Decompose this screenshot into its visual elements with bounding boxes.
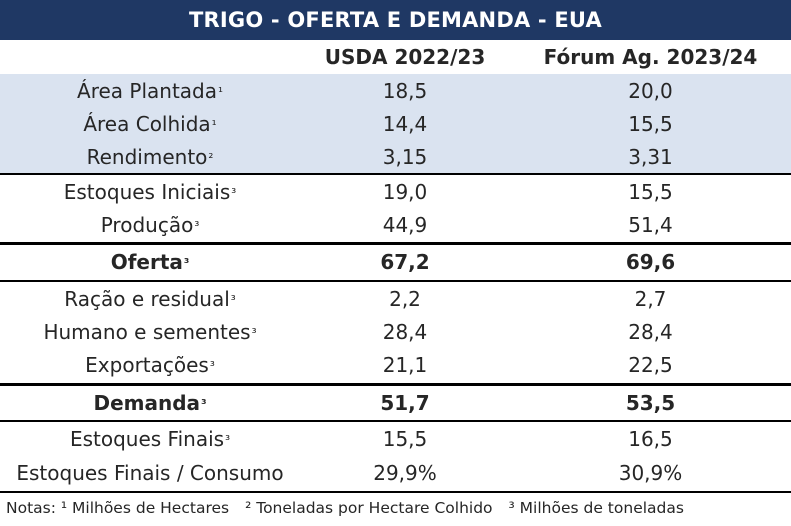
row-label: Produção ³ bbox=[100, 213, 200, 237]
footnote-mark: ³ bbox=[201, 395, 207, 411]
note-yield: ² Toneladas por Hectare Colhido bbox=[245, 499, 493, 517]
row-value-forum: 3,31 bbox=[628, 145, 673, 169]
row-value-forum: 16,5 bbox=[628, 427, 673, 451]
note-tonnes: ³ Milhões de toneladas bbox=[508, 499, 684, 517]
table-row: Área Plantada ¹ 18,5 20,0 bbox=[0, 74, 791, 108]
table-row: Estoques Iniciais ³ 19,0 15,5 bbox=[0, 175, 791, 209]
row-value-forum: 53,5 bbox=[625, 391, 676, 415]
row-label: Oferta ³ bbox=[110, 250, 190, 274]
divider-thick bbox=[0, 383, 791, 386]
footnote-mark: ³ bbox=[209, 357, 215, 373]
row-label: Estoques Finais / Consumo bbox=[16, 461, 284, 485]
footnote-mark: ¹ bbox=[218, 83, 223, 99]
area-shaded-block bbox=[0, 74, 791, 174]
divider bbox=[0, 420, 791, 422]
table-row: Estoques Finais ³ 15,5 16,5 bbox=[0, 422, 791, 456]
row-label: Demanda ³ bbox=[93, 391, 207, 415]
row-value-usda: 29,9% bbox=[373, 461, 437, 485]
table-title: TRIGO - OFERTA E DEMANDA - EUA bbox=[0, 0, 791, 40]
table-row: Estoques Finais / Consumo 29,9% 30,9% bbox=[0, 456, 791, 490]
header-row: USDA 2022/23 Fórum Ag. 2023/24 bbox=[0, 40, 791, 74]
footnote-mark: ³ bbox=[225, 431, 231, 447]
row-value-usda: 44,9 bbox=[382, 213, 428, 237]
row-label: Ração e residual ³ bbox=[64, 287, 236, 311]
table-row: Humano e sementes ³ 28,4 28,4 bbox=[0, 315, 791, 349]
row-value-usda: 21,1 bbox=[382, 353, 428, 377]
row-value-forum: 15,5 bbox=[628, 112, 673, 136]
row-value-forum: 2,7 bbox=[634, 287, 667, 311]
row-label: Estoques Iniciais ³ bbox=[63, 180, 237, 204]
row-value-forum: 51,4 bbox=[628, 213, 673, 237]
footnote-mark: ³ bbox=[231, 184, 237, 200]
table-row-total-supply: Oferta ³ 67,2 69,6 bbox=[0, 245, 791, 279]
row-value-forum: 69,6 bbox=[625, 250, 676, 274]
header-forum: Fórum Ag. 2023/24 bbox=[543, 45, 758, 69]
row-value-usda: 14,4 bbox=[382, 112, 428, 136]
note-hectares: Notas: ¹ Milhões de Hectares bbox=[6, 499, 230, 517]
header-label-empty bbox=[0, 40, 300, 74]
row-label: Área Colhida ¹ bbox=[83, 112, 217, 136]
row-value-usda: 28,4 bbox=[382, 320, 428, 344]
footnote-mark: ² bbox=[208, 149, 214, 165]
row-label: Rendimento ² bbox=[86, 145, 214, 169]
footnote-mark: ³ bbox=[194, 217, 200, 233]
row-value-forum: 15,5 bbox=[628, 180, 673, 204]
divider bbox=[0, 173, 791, 175]
row-value-forum: 20,0 bbox=[628, 79, 673, 103]
divider bbox=[0, 280, 791, 282]
row-label: Área Plantada ¹ bbox=[77, 79, 223, 103]
row-value-usda: 51,7 bbox=[380, 391, 430, 415]
footnote-mark: ¹ bbox=[211, 116, 217, 132]
divider bbox=[0, 491, 791, 493]
row-value-usda: 3,15 bbox=[382, 145, 428, 169]
footnote-mark: ³ bbox=[251, 324, 257, 340]
row-value-forum: 30,9% bbox=[618, 461, 683, 485]
table-row: Exportações ³ 21,1 22,5 bbox=[0, 348, 791, 382]
row-value-usda: 18,5 bbox=[382, 79, 428, 103]
table-row: Rendimento ² 3,15 3,31 bbox=[0, 140, 791, 174]
row-value-usda: 19,0 bbox=[382, 180, 428, 204]
row-label: Humano e sementes ³ bbox=[43, 320, 257, 344]
row-label: Estoques Finais ³ bbox=[69, 427, 231, 451]
row-value-usda: 67,2 bbox=[380, 250, 430, 274]
row-value-usda: 2,2 bbox=[389, 287, 421, 311]
divider-thick bbox=[0, 242, 791, 245]
table-row: Área Colhida ¹ 14,4 15,5 bbox=[0, 107, 791, 141]
table-row: Ração e residual ³ 2,2 2,7 bbox=[0, 282, 791, 316]
header-usda: USDA 2022/23 bbox=[324, 45, 486, 69]
table-row: Produção ³ 44,9 51,4 bbox=[0, 208, 791, 242]
footnotes: Notas: ¹ Milhões de Hectares ² Toneladas… bbox=[6, 493, 700, 523]
footnote-mark: ³ bbox=[230, 291, 236, 307]
row-value-forum: 22,5 bbox=[628, 353, 673, 377]
row-label: Exportações ³ bbox=[85, 353, 215, 377]
table-row-total-demand: Demanda ³ 51,7 53,5 bbox=[0, 386, 791, 420]
row-value-forum: 28,4 bbox=[628, 320, 673, 344]
row-value-usda: 15,5 bbox=[382, 427, 428, 451]
footnote-mark: ³ bbox=[183, 254, 190, 270]
